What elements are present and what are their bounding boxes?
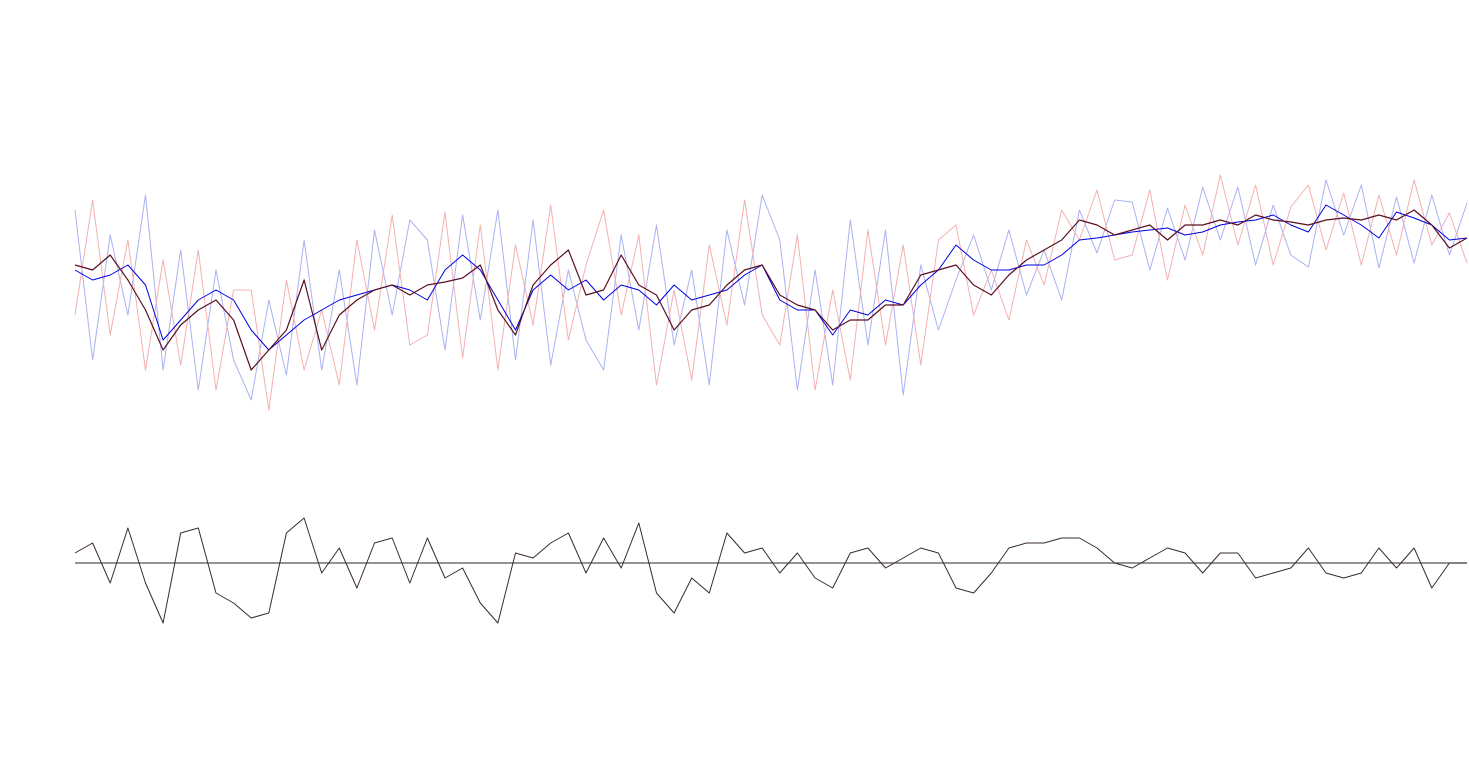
series-line	[74, 517, 1467, 624]
series-line	[74, 209, 1468, 371]
series-line	[74, 174, 1468, 411]
series-line	[74, 179, 1468, 401]
series-line	[74, 204, 1468, 351]
